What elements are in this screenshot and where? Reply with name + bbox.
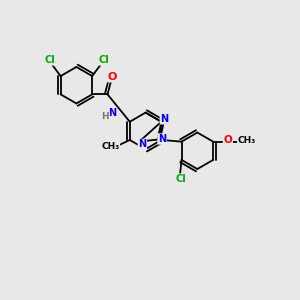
Text: CH₃: CH₃ bbox=[238, 136, 256, 145]
Text: Cl: Cl bbox=[44, 55, 55, 65]
Text: N: N bbox=[108, 108, 116, 118]
Text: N: N bbox=[158, 134, 166, 144]
Text: H: H bbox=[102, 112, 109, 122]
Text: O: O bbox=[224, 135, 232, 145]
Text: Cl: Cl bbox=[176, 174, 186, 184]
Text: CH₃: CH₃ bbox=[101, 142, 119, 151]
Text: N: N bbox=[138, 140, 146, 149]
Text: Cl: Cl bbox=[98, 55, 109, 65]
Text: O: O bbox=[108, 72, 117, 82]
Text: N: N bbox=[160, 114, 168, 124]
